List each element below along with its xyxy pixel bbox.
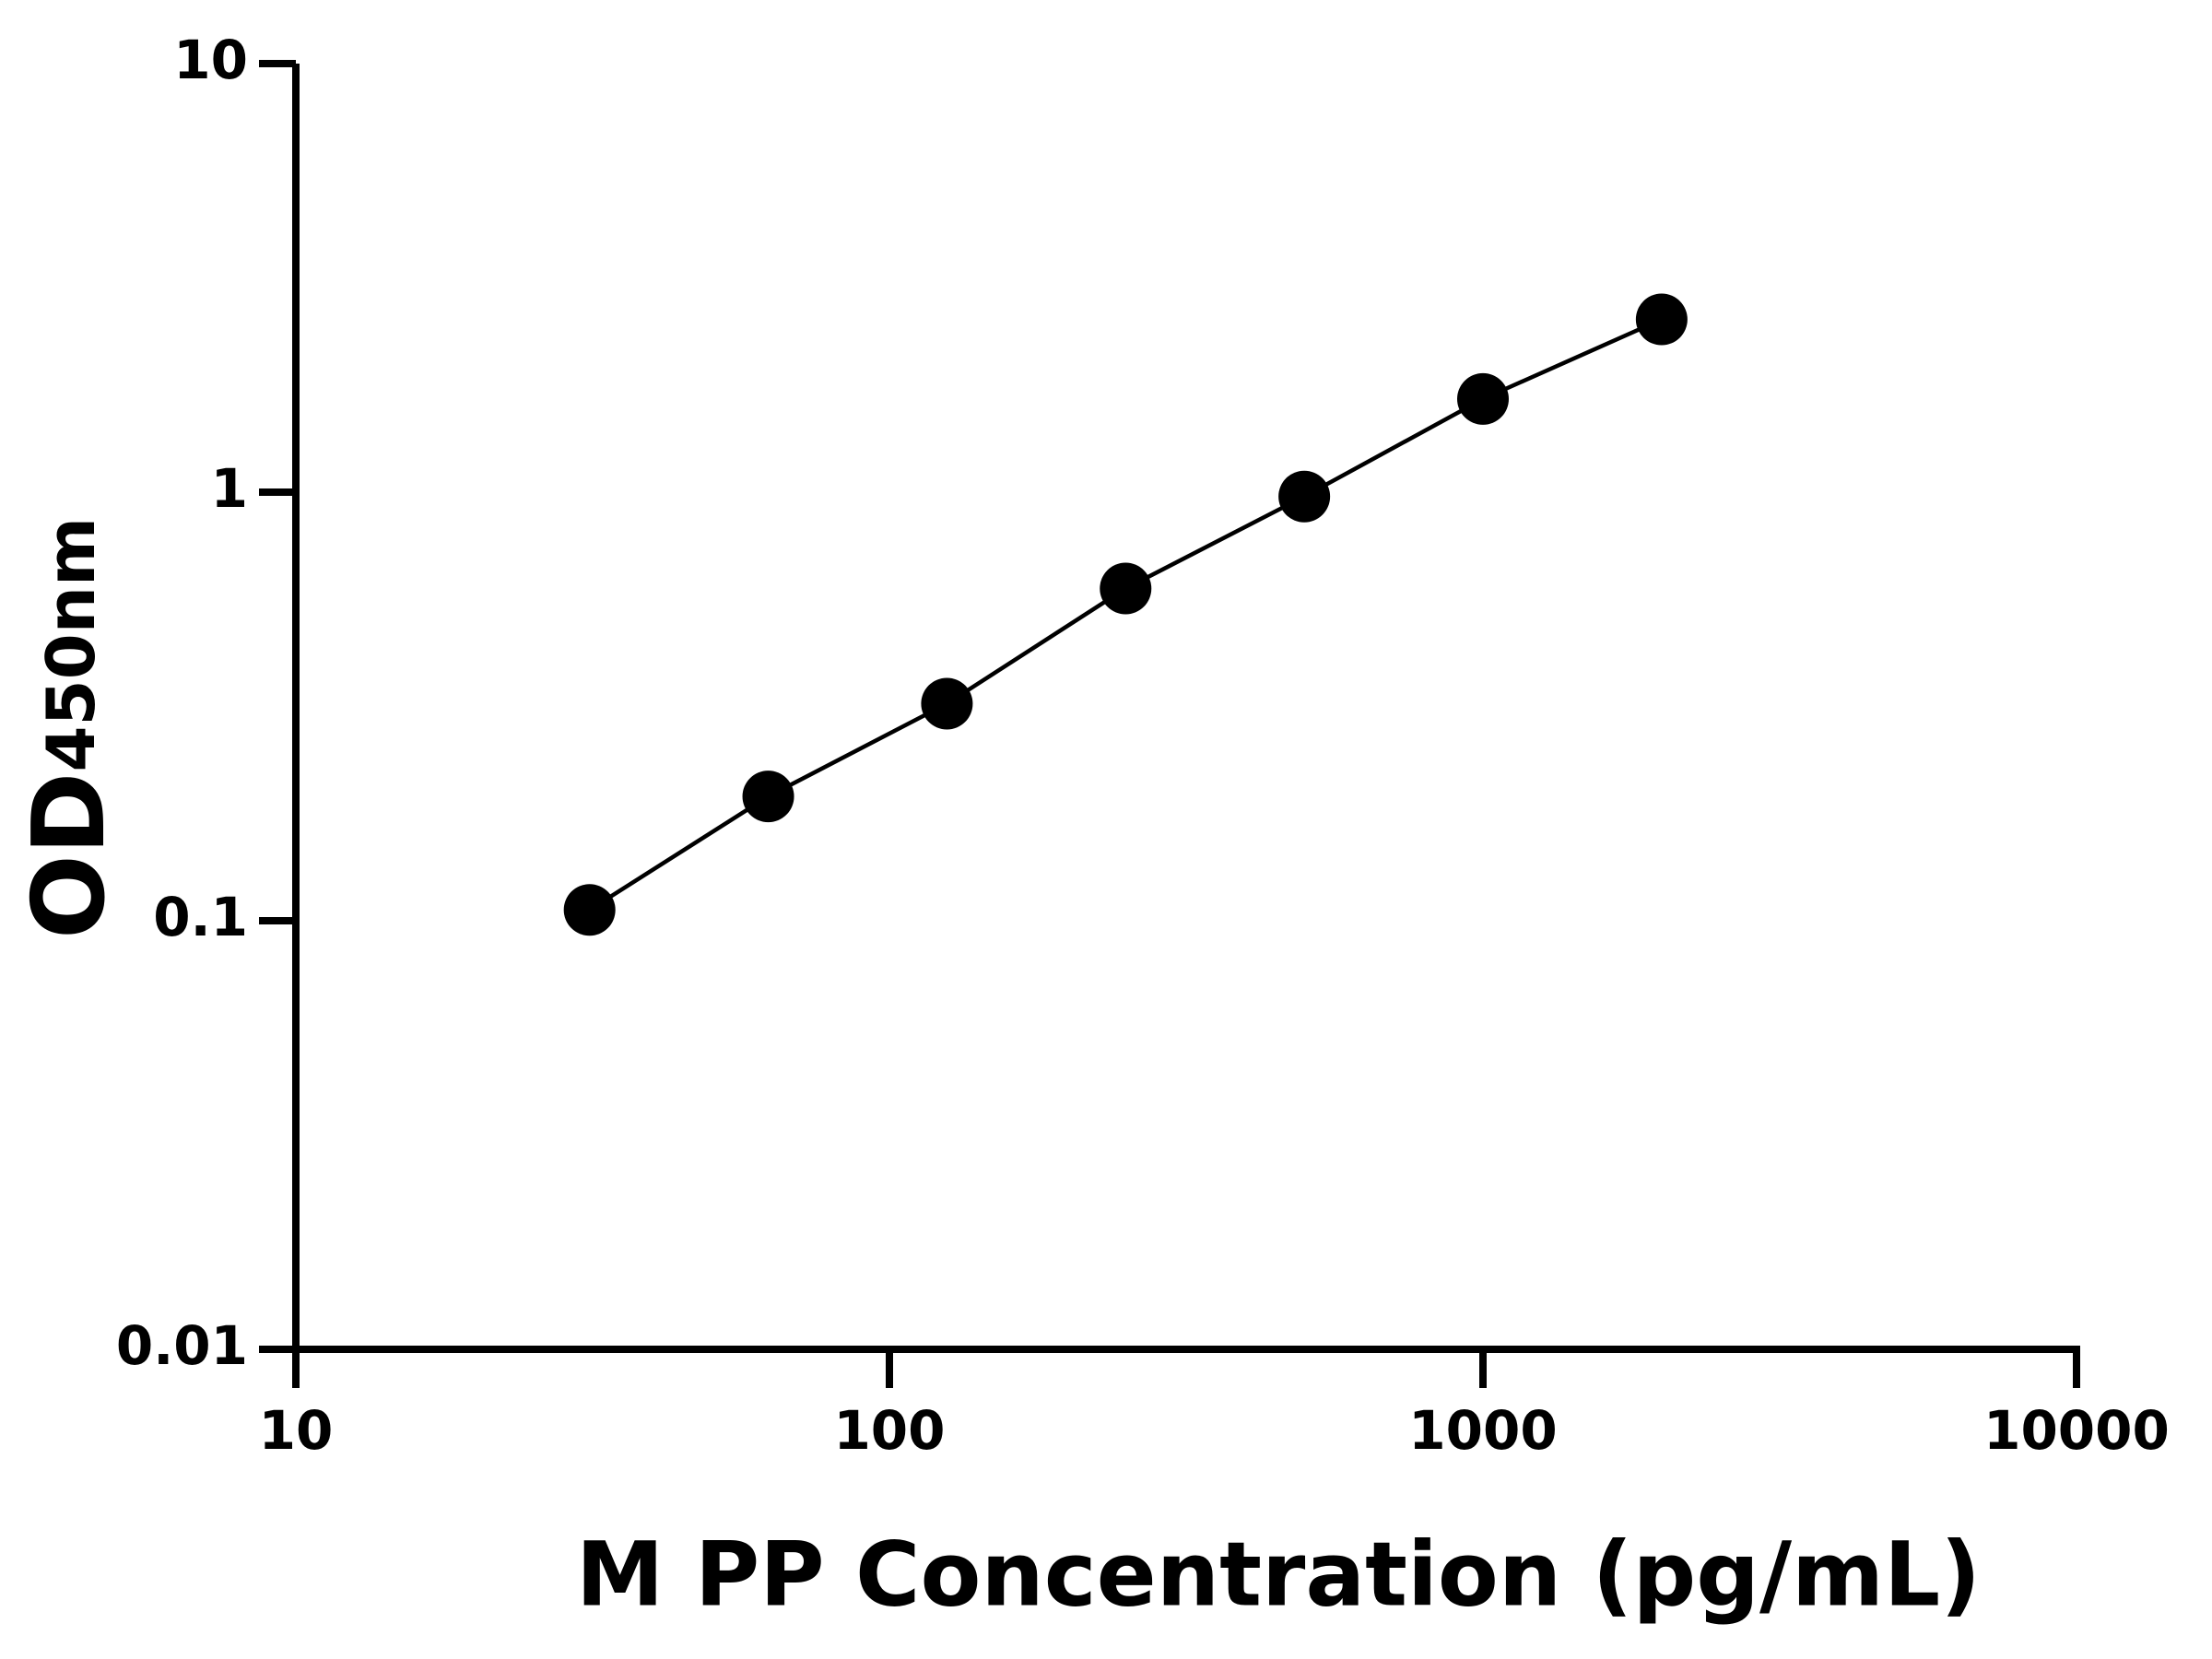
x-tick-label: 1000	[1408, 1399, 1557, 1462]
x-tick-label: 10000	[1983, 1399, 2170, 1462]
data-point	[921, 677, 973, 730]
data-point	[1100, 562, 1152, 615]
y-axis-label-main: OD	[12, 772, 127, 939]
x-tick-label: 100	[833, 1399, 945, 1462]
data-point	[742, 771, 794, 823]
y-tick-label: 1	[211, 457, 248, 520]
y-tick-label: 10	[173, 29, 248, 91]
data-point	[563, 884, 616, 936]
y-axis-label-subscript: 450nm	[32, 517, 110, 772]
y-tick-label: 0.1	[153, 886, 248, 948]
y-tick-label: 0.01	[116, 1314, 248, 1377]
data-point	[1457, 372, 1509, 425]
x-tick-label: 10	[259, 1399, 334, 1462]
data-point	[1278, 470, 1331, 523]
x-axis-label: M PP Concentration (pg/mL)	[576, 1523, 1981, 1626]
y-axis-label: OD450nm	[12, 517, 127, 939]
data-point	[1635, 293, 1688, 346]
